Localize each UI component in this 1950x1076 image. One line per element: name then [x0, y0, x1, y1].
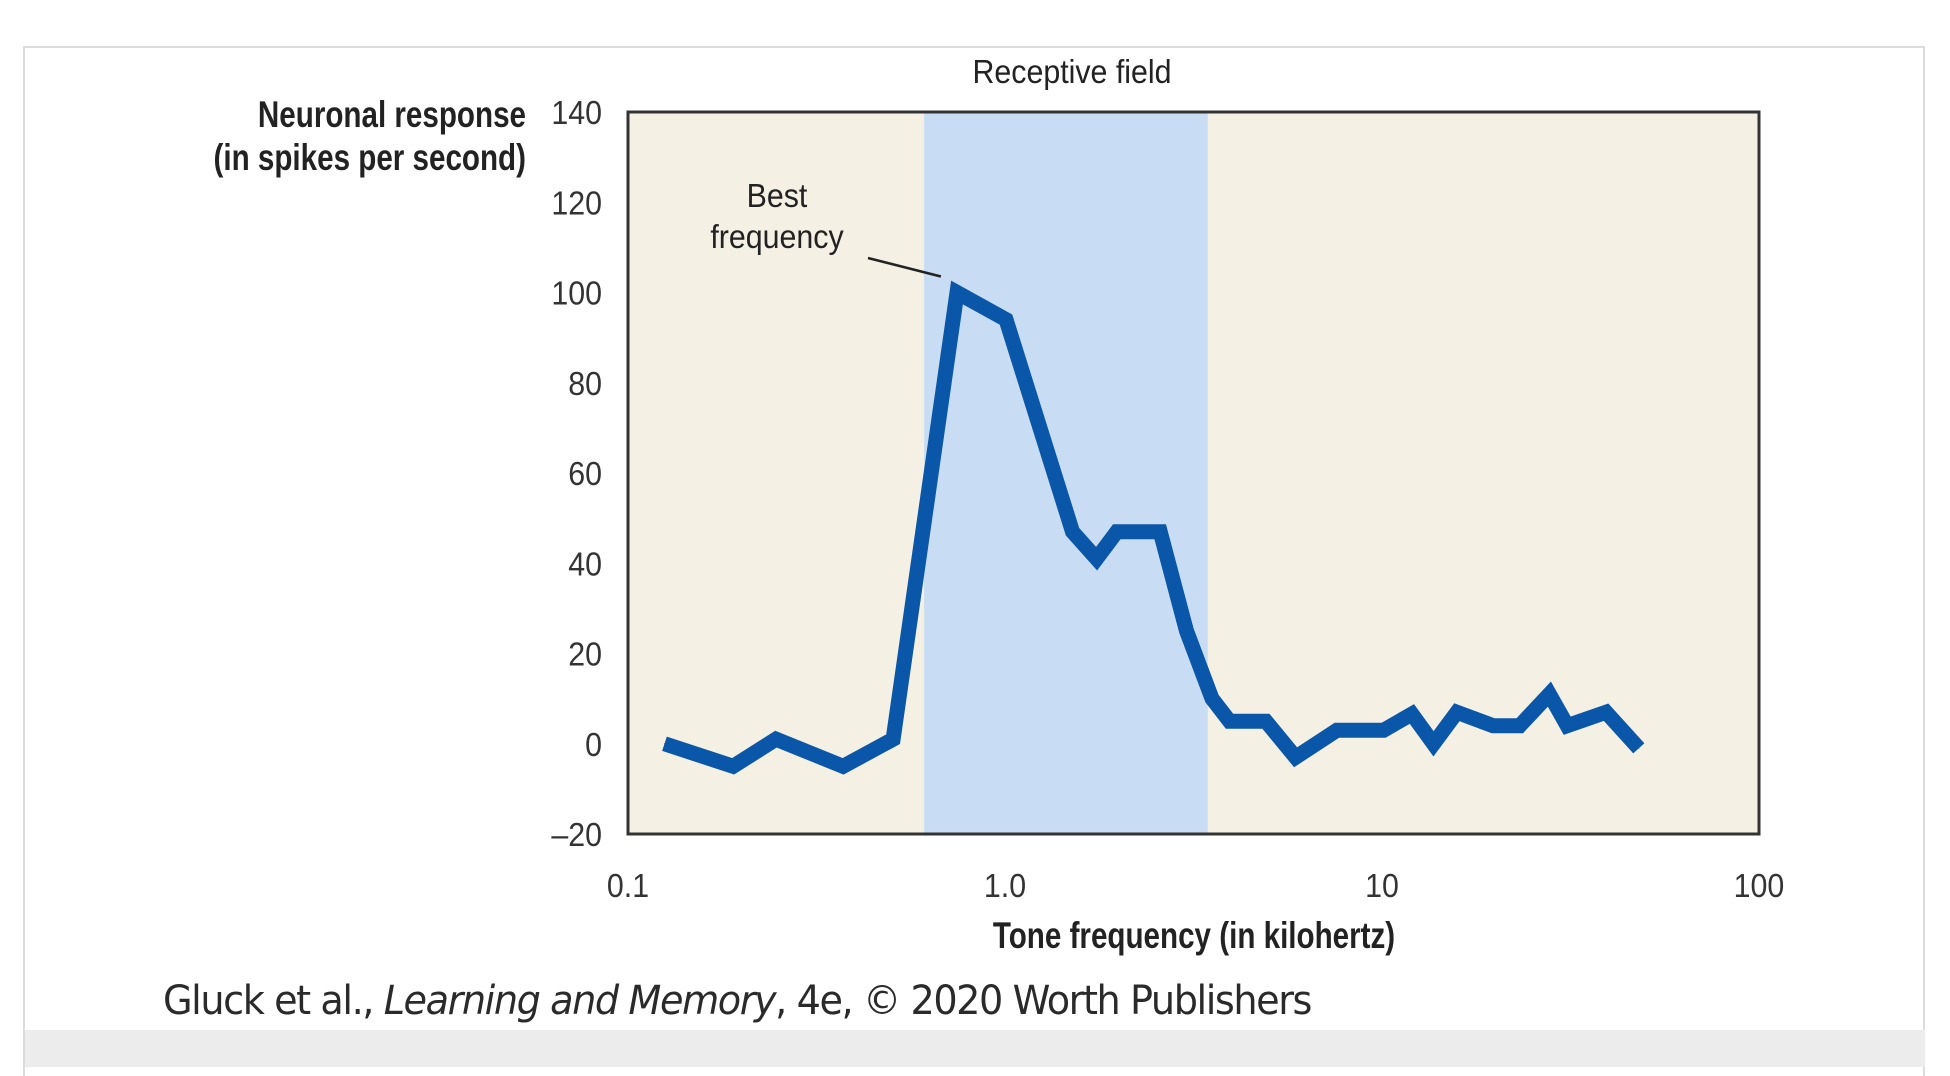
citation-book-title: Learning and Memory: [383, 978, 777, 1024]
data-point: [1411, 713, 1413, 715]
data-point: [1229, 720, 1231, 722]
receptive-field-label: Receptive field: [972, 53, 1171, 90]
data-point: [892, 738, 894, 740]
series-layer: [662, 280, 1645, 775]
x-axis-title: Tone frequency (in kilohertz): [993, 916, 1395, 957]
data-point: [842, 765, 844, 767]
data-point: [1519, 725, 1521, 727]
y-tick-label: –20: [551, 816, 602, 853]
data-point: [1211, 698, 1213, 700]
data-point: [1071, 531, 1073, 533]
data-point: [732, 765, 734, 767]
y-tick-label: 140: [551, 94, 602, 131]
y-tick-label: 60: [568, 455, 602, 492]
y-tick-label: 120: [551, 184, 602, 221]
receptive-field-band: [924, 112, 1208, 834]
data-point: [1116, 531, 1118, 533]
x-tick-labels: 0.1 1.0 10 100: [607, 867, 1784, 904]
y-tick-label: 40: [568, 545, 602, 582]
data-point: [1336, 729, 1338, 731]
footer-bar: [25, 1030, 1925, 1067]
data-point: [1295, 756, 1297, 758]
data-point: [1492, 725, 1494, 727]
data-point: [1638, 747, 1640, 749]
data-point: [1186, 630, 1188, 632]
y-tick-label: 20: [568, 635, 602, 672]
y-axis-title-line-2: (in spikes per second): [214, 138, 526, 179]
best-frequency-label-line-2: frequency: [710, 218, 843, 255]
citation-edition-publisher: , 4e, © 2020 Worth Publishers: [775, 978, 1312, 1024]
plot-frame: [626, 110, 1761, 836]
data-point: [1433, 743, 1435, 745]
data-point: [1605, 711, 1607, 713]
data-point: [1005, 319, 1007, 321]
data-point: [1566, 725, 1568, 727]
x-tick-label: 0.1: [607, 867, 649, 904]
data-point: [1383, 729, 1385, 731]
citation-authors: Gluck et al.,: [163, 978, 384, 1024]
data-point: [775, 738, 777, 740]
x-tick-label: 100: [1734, 867, 1785, 904]
best-frequency-label-line-1: Best: [747, 177, 808, 214]
data-point: [1159, 531, 1161, 533]
x-tick-label: 10: [1365, 867, 1399, 904]
y-tick-labels: 140 120 100 80 60 40 20 0 –20: [551, 94, 602, 853]
data-point: [1456, 711, 1458, 713]
y-tick-label: 80: [568, 365, 602, 402]
source-citation: Gluck et al., Learning and Memory, 4e, ©…: [163, 978, 1312, 1024]
data-point: [664, 743, 666, 745]
neuronal-response-chart: Receptive field Best frequency Neuronal …: [214, 53, 1785, 957]
y-axis-title-line-1: Neuronal response: [258, 95, 526, 136]
data-point: [1096, 558, 1098, 560]
data-point: [1548, 693, 1550, 695]
x-tick-label: 1.0: [984, 867, 1026, 904]
data-point: [956, 292, 958, 293]
best-frequency-pointer: [867, 256, 942, 278]
y-tick-label: 100: [551, 274, 602, 311]
y-tick-label: 0: [585, 726, 602, 763]
data-point: [1265, 720, 1267, 722]
